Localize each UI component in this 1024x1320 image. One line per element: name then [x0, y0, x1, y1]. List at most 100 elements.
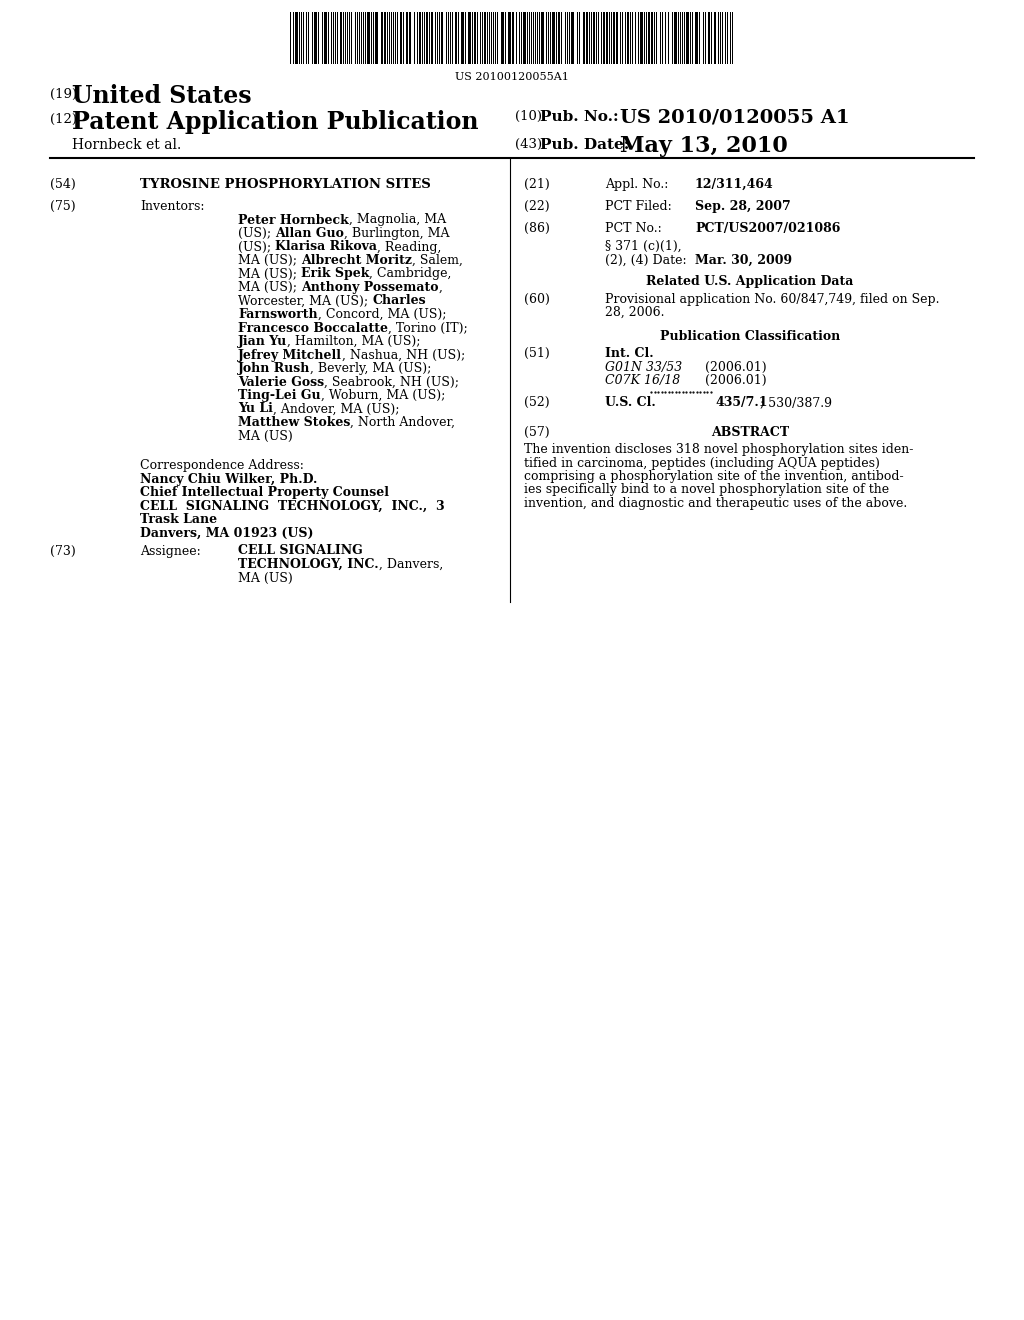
Text: (2006.01): (2006.01)	[705, 374, 767, 387]
Text: Charles: Charles	[372, 294, 426, 308]
Text: May 13, 2010: May 13, 2010	[620, 135, 787, 157]
Bar	[640, 12, 643, 63]
Bar	[558, 12, 560, 63]
Text: Danvers, MA 01923 (US): Danvers, MA 01923 (US)	[140, 527, 313, 540]
Text: Klarisa Rikova: Klarisa Rikova	[275, 240, 377, 253]
Text: Francesco Boccalatte: Francesco Boccalatte	[238, 322, 388, 334]
Bar	[381, 12, 383, 63]
Bar	[340, 12, 342, 63]
Text: Peter Hornbeck: Peter Hornbeck	[238, 214, 349, 227]
Text: (19): (19)	[50, 88, 77, 102]
Text: , Salem,: , Salem,	[412, 253, 463, 267]
Bar	[468, 12, 471, 63]
Text: Farnsworth: Farnsworth	[238, 308, 317, 321]
Text: MA (US): MA (US)	[238, 429, 293, 442]
Bar	[523, 12, 526, 63]
Bar	[367, 12, 370, 63]
Text: Allan Guo: Allan Guo	[275, 227, 344, 240]
Text: MA (US);: MA (US);	[238, 281, 301, 294]
Text: G01N 33/53: G01N 33/53	[605, 360, 682, 374]
Text: , Magnolia, MA: , Magnolia, MA	[349, 214, 445, 227]
Text: U.S. Cl.: U.S. Cl.	[605, 396, 655, 409]
Text: 12/311,464: 12/311,464	[695, 178, 774, 191]
Text: (54): (54)	[50, 178, 76, 191]
Text: (22): (22)	[524, 201, 550, 213]
Bar	[484, 12, 486, 63]
Text: (US);: (US);	[238, 240, 275, 253]
Text: Patent Application Publication: Patent Application Publication	[72, 110, 478, 135]
Text: , Seabrook, NH (US);: , Seabrook, NH (US);	[325, 375, 459, 388]
Bar	[375, 12, 378, 63]
Text: Pub. Date:: Pub. Date:	[540, 139, 630, 152]
Text: , Torino (IT);: , Torino (IT);	[388, 322, 468, 334]
Bar	[708, 12, 710, 63]
Bar	[714, 12, 716, 63]
Text: The invention discloses 318 novel phosphorylation sites iden-: The invention discloses 318 novel phosph…	[524, 444, 913, 455]
Text: Ting-Lei Gu: Ting-Lei Gu	[238, 389, 321, 403]
Text: Inventors:: Inventors:	[140, 201, 205, 213]
Text: Jefrey Mitchell: Jefrey Mitchell	[238, 348, 342, 362]
Bar	[501, 12, 504, 63]
Text: , Concord, MA (US);: , Concord, MA (US);	[317, 308, 446, 321]
Text: (73): (73)	[50, 544, 76, 557]
Bar	[406, 12, 408, 63]
Text: ies specifically bind to a novel phosphorylation site of the: ies specifically bind to a novel phospho…	[524, 483, 889, 496]
Text: Provisional application No. 60/847,749, filed on Sep.: Provisional application No. 60/847,749, …	[605, 293, 939, 305]
Text: US 2010/0120055 A1: US 2010/0120055 A1	[620, 108, 850, 125]
Text: US 20100120055A1: US 20100120055A1	[455, 73, 569, 82]
Text: Correspondence Address:: Correspondence Address:	[140, 459, 304, 473]
Text: CELL SIGNALING: CELL SIGNALING	[238, 544, 362, 557]
Text: Sep. 28, 2007: Sep. 28, 2007	[695, 201, 791, 213]
Bar	[651, 12, 653, 63]
Text: , North Andover,: , North Andover,	[350, 416, 456, 429]
Bar	[426, 12, 428, 63]
Bar	[695, 12, 698, 63]
Bar	[409, 12, 411, 63]
Text: , Danvers,: , Danvers,	[379, 558, 442, 572]
Bar	[324, 12, 327, 63]
Text: (US);: (US);	[238, 227, 275, 240]
Text: , Andover, MA (US);: , Andover, MA (US);	[272, 403, 399, 416]
Text: C07K 16/18: C07K 16/18	[605, 374, 680, 387]
Text: Pub. No.:: Pub. No.:	[540, 110, 618, 124]
Text: , Woburn, MA (US);: , Woburn, MA (US);	[321, 389, 445, 403]
Bar	[508, 12, 511, 63]
Bar	[431, 12, 433, 63]
Text: Trask Lane: Trask Lane	[140, 513, 217, 525]
Text: CELL  SIGNALING  TECHNOLOGY,  INC.,  3: CELL SIGNALING TECHNOLOGY, INC., 3	[140, 499, 444, 512]
Text: MA (US);: MA (US);	[238, 268, 301, 281]
Text: PCT No.:: PCT No.:	[605, 222, 662, 235]
Text: Nancy Chiu Wilker, Ph.D.: Nancy Chiu Wilker, Ph.D.	[140, 473, 317, 486]
Text: John Rush: John Rush	[238, 362, 310, 375]
Bar	[586, 12, 588, 63]
Text: (52): (52)	[524, 396, 550, 409]
Text: Worcester, MA (US);: Worcester, MA (US);	[238, 294, 372, 308]
Text: 435/7.1: 435/7.1	[715, 396, 768, 409]
Text: Valerie Goss: Valerie Goss	[238, 375, 325, 388]
Text: invention, and diagnostic and therapeutic uses of the above.: invention, and diagnostic and therapeuti…	[524, 498, 907, 510]
Text: PCT/US2007/021086: PCT/US2007/021086	[695, 222, 841, 235]
Text: PCT Filed:: PCT Filed:	[605, 201, 672, 213]
Bar	[461, 12, 464, 63]
Bar	[441, 12, 443, 63]
Text: (43): (43)	[515, 139, 542, 150]
Bar	[674, 12, 677, 63]
Bar	[455, 12, 457, 63]
Text: Related U.S. Application Data: Related U.S. Application Data	[646, 276, 854, 289]
Text: Hornbeck et al.: Hornbeck et al.	[72, 139, 181, 152]
Text: § 371 (c)(1),: § 371 (c)(1),	[605, 240, 682, 253]
Text: (51): (51)	[524, 347, 550, 360]
Text: (21): (21)	[524, 178, 550, 191]
Text: ; 530/387.9: ; 530/387.9	[760, 396, 831, 409]
Text: (75): (75)	[50, 201, 76, 213]
Bar	[686, 12, 689, 63]
Text: Mar. 30, 2009: Mar. 30, 2009	[695, 253, 793, 267]
Text: MA (US): MA (US)	[238, 572, 293, 585]
Text: , Hamilton, MA (US);: , Hamilton, MA (US);	[288, 335, 421, 348]
Text: , Reading,: , Reading,	[377, 240, 441, 253]
Bar	[400, 12, 402, 63]
Text: , Nashua, NH (US);: , Nashua, NH (US);	[342, 348, 465, 362]
Text: , Burlington, MA: , Burlington, MA	[344, 227, 450, 240]
Text: tified in carcinoma, peptides (including AQUA peptides): tified in carcinoma, peptides (including…	[524, 457, 880, 470]
Bar	[593, 12, 595, 63]
